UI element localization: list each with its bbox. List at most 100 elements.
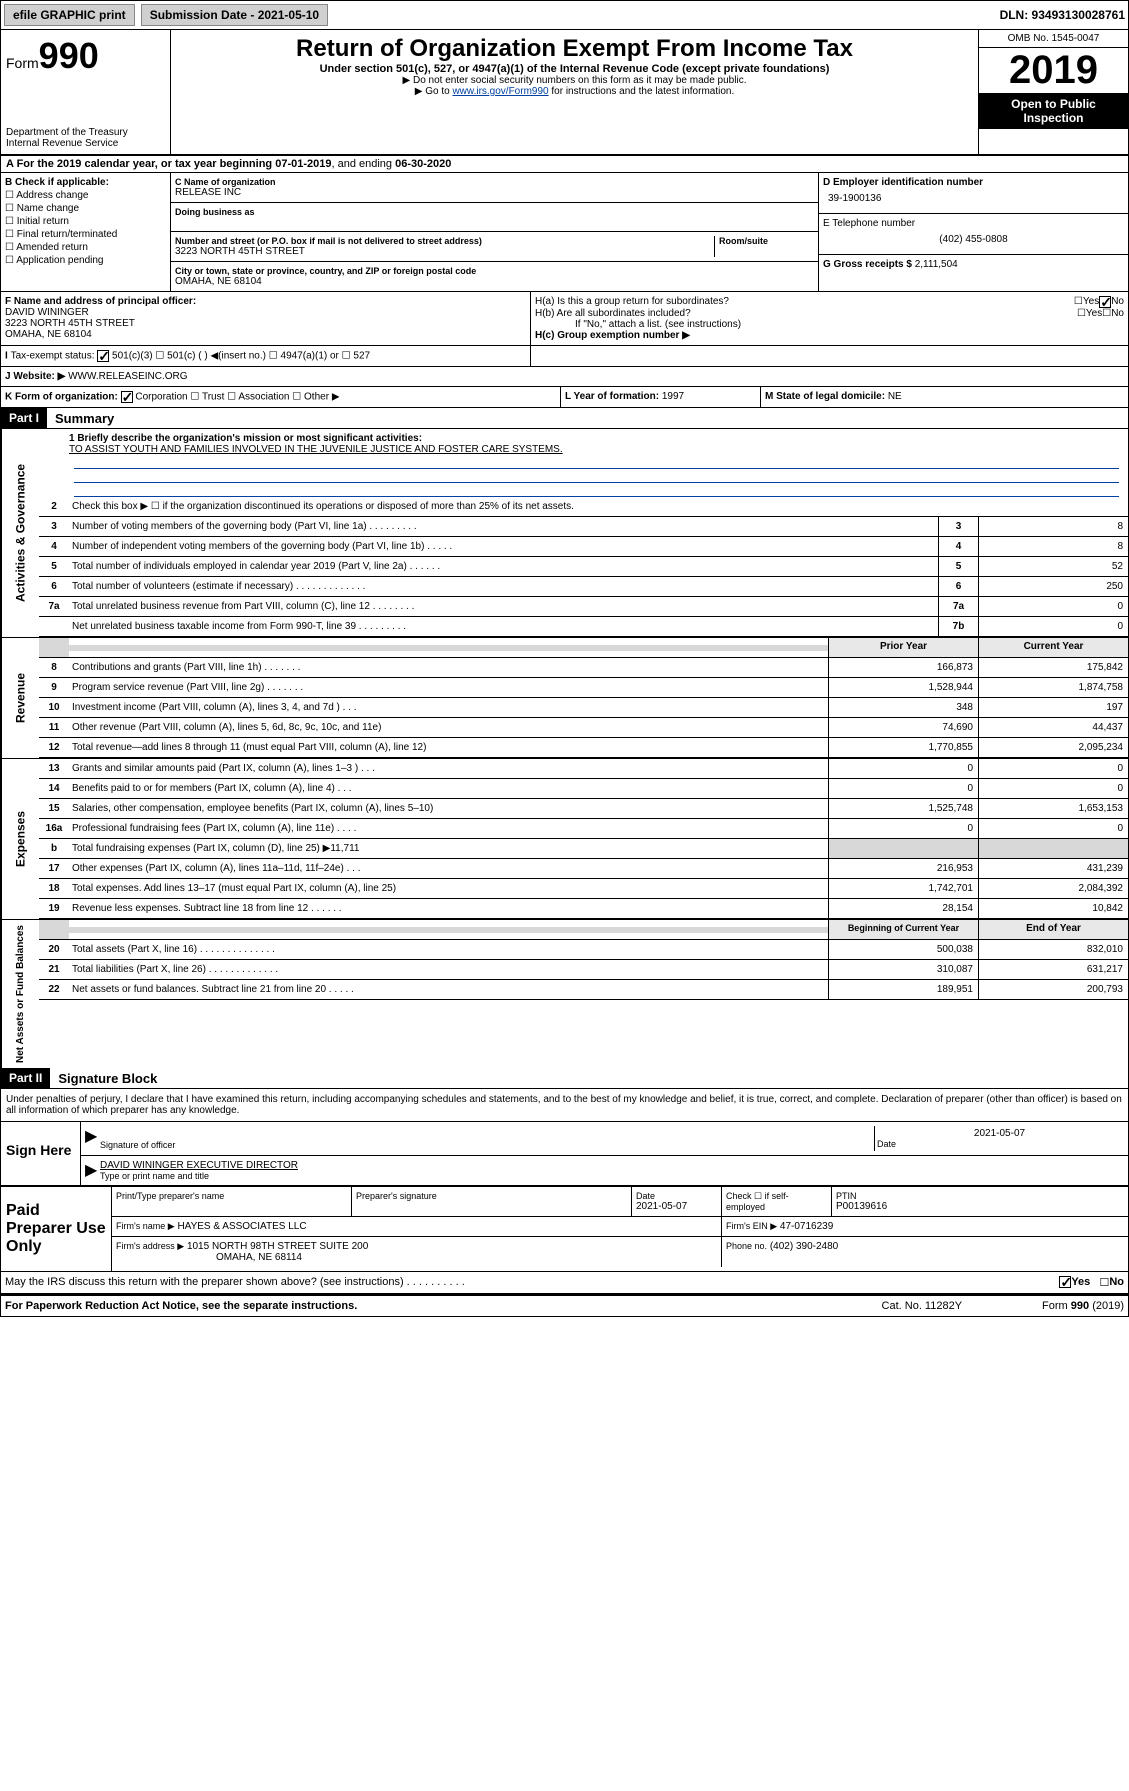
current-value: 0 — [978, 759, 1128, 778]
info-grid: B Check if applicable: ☐ Address change … — [1, 173, 1128, 292]
form-footer: Form 990 (2019) — [1042, 1300, 1124, 1312]
chk-501c3[interactable] — [97, 350, 109, 362]
line-value: 52 — [978, 557, 1128, 576]
firm-label: Firm's name ▶ — [116, 1221, 175, 1231]
dept-label: Department of the Treasury Internal Reve… — [6, 127, 165, 149]
current-value: 1,874,758 — [978, 678, 1128, 697]
chk-amended[interactable]: ☐ Amended return — [5, 242, 166, 253]
part1-name: Summary — [47, 411, 114, 426]
line-text: Professional fundraising fees (Part IX, … — [69, 820, 828, 837]
city-label: City or town, state or province, country… — [175, 266, 814, 276]
chk-address[interactable]: ☐ Address change — [5, 190, 166, 201]
line-value: 0 — [978, 597, 1128, 616]
line-text: Number of independent voting members of … — [69, 538, 938, 555]
prior-value: 1,528,944 — [828, 678, 978, 697]
line-text: Other revenue (Part VIII, column (A), li… — [69, 719, 828, 736]
officer-addr2: OMAHA, NE 68104 — [5, 329, 92, 340]
year-form-label: L Year of formation: — [565, 391, 659, 402]
prior-value: 0 — [828, 779, 978, 798]
tax-year: 2019 — [979, 48, 1128, 93]
line-text: Revenue less expenses. Subtract line 18 … — [69, 900, 828, 917]
efile-button[interactable]: efile GRAPHIC print — [4, 4, 135, 26]
receipts-label: G Gross receipts $ — [823, 259, 912, 270]
prior-value: 166,873 — [828, 658, 978, 677]
prep-sig-label: Preparer's signature — [356, 1191, 627, 1201]
line-text: Total unrelated business revenue from Pa… — [69, 598, 938, 615]
line-text: Benefits paid to or for members (Part IX… — [69, 780, 828, 797]
header-bar: efile GRAPHIC print Submission Date - 20… — [1, 1, 1128, 30]
ptin-val: P00139616 — [836, 1201, 1124, 1212]
h-a-no[interactable] — [1099, 296, 1111, 308]
box-b-label: B Check if applicable: — [5, 177, 166, 188]
line-box: 5 — [938, 557, 978, 576]
form-label: Form990 — [6, 35, 165, 77]
ptin-label: PTIN — [836, 1191, 1124, 1201]
chk-final[interactable]: ☐ Final return/terminated — [5, 229, 166, 240]
line-value: 0 — [978, 617, 1128, 636]
ein-value: 39-1900136 — [823, 188, 1124, 209]
firm-phone-val: (402) 390-2480 — [770, 1241, 838, 1252]
h-b-label: H(b) Are all subordinates included? — [535, 308, 1077, 319]
irs-link[interactable]: www.irs.gov/Form990 — [452, 86, 548, 97]
exp-label: Expenses — [1, 759, 39, 919]
current-value: 631,217 — [978, 960, 1128, 979]
line-text: Net assets or fund balances. Subtract li… — [69, 981, 828, 998]
form-title: Return of Organization Exempt From Incom… — [176, 35, 973, 63]
phone-label: E Telephone number — [823, 218, 1124, 229]
h-a-label: H(a) Is this a group return for subordin… — [535, 296, 1074, 308]
part2-header: Part II — [1, 1068, 50, 1088]
paperwork-text: For Paperwork Reduction Act Notice, see … — [5, 1300, 882, 1312]
subtitle-1: Under section 501(c), 527, or 4947(a)(1)… — [176, 63, 973, 75]
line-text: Total liabilities (Part X, line 26) . . … — [69, 961, 828, 978]
submission-date-button[interactable]: Submission Date - 2021-05-10 — [141, 4, 328, 26]
prep-print-label: Print/Type preparer's name — [116, 1191, 347, 1201]
line1-label: 1 Briefly describe the organization's mi… — [69, 433, 1124, 444]
officer-name: DAVID WININGER — [5, 307, 89, 318]
prior-value: 28,154 — [828, 899, 978, 918]
line2-text: Check this box ▶ ☐ if the organization d… — [69, 498, 1128, 515]
state-label: M State of legal domicile: — [765, 391, 885, 402]
discuss-yes[interactable] — [1059, 1276, 1071, 1288]
dba-label: Doing business as — [175, 207, 814, 217]
begin-year-header: Beginning of Current Year — [828, 920, 978, 939]
org-name-label: C Name of organization — [175, 177, 814, 187]
current-value: 44,437 — [978, 718, 1128, 737]
current-value: 0 — [978, 779, 1128, 798]
prior-value: 0 — [828, 819, 978, 838]
line-text: Investment income (Part VIII, column (A)… — [69, 699, 828, 716]
part1-header: Part I — [1, 408, 47, 428]
firm-val: HAYES & ASSOCIATES LLC — [177, 1221, 306, 1232]
omb-label: OMB No. 1545-0047 — [979, 30, 1128, 48]
part2-name: Signature Block — [50, 1071, 157, 1086]
org-name: RELEASE INC — [175, 187, 814, 198]
sig-date-label: Date — [877, 1139, 1122, 1149]
prior-value: 500,038 — [828, 940, 978, 959]
line-value: 8 — [978, 517, 1128, 536]
current-value: 175,842 — [978, 658, 1128, 677]
cat-no: Cat. No. 11282Y — [882, 1300, 963, 1312]
title-section: Form990 Department of the Treasury Inter… — [1, 30, 1128, 156]
phone-value: (402) 455-0808 — [823, 229, 1124, 250]
current-value: 2,095,234 — [978, 738, 1128, 757]
chk-corp[interactable] — [121, 391, 133, 403]
sign-here-label: Sign Here — [1, 1122, 81, 1185]
paid-prep-label: Paid Preparer Use Only — [1, 1187, 111, 1271]
chk-pending[interactable]: ☐ Application pending — [5, 255, 166, 266]
current-value: 0 — [978, 819, 1128, 838]
line-text: Contributions and grants (Part VIII, lin… — [69, 659, 828, 676]
chk-name[interactable]: ☐ Name change — [5, 203, 166, 214]
subtitle-2: ▶ Do not enter social security numbers o… — [176, 75, 973, 86]
line-text: Net unrelated business taxable income fr… — [69, 618, 938, 635]
prior-value: 216,953 — [828, 859, 978, 878]
officer-label: F Name and address of principal officer: — [5, 296, 196, 307]
tax-status-label: Tax-exempt status: — [11, 351, 95, 362]
line-value: 250 — [978, 577, 1128, 596]
room-label: Room/suite — [719, 236, 814, 246]
line-box: 3 — [938, 517, 978, 536]
org-form-label: K Form of organization: — [5, 392, 118, 403]
line-text: Number of voting members of the governin… — [69, 518, 938, 535]
current-value: 200,793 — [978, 980, 1128, 999]
chk-initial[interactable]: ☐ Initial return — [5, 216, 166, 227]
firm-ein-label: Firm's EIN ▶ — [726, 1221, 777, 1231]
sig-officer-label: Signature of officer — [100, 1140, 874, 1150]
